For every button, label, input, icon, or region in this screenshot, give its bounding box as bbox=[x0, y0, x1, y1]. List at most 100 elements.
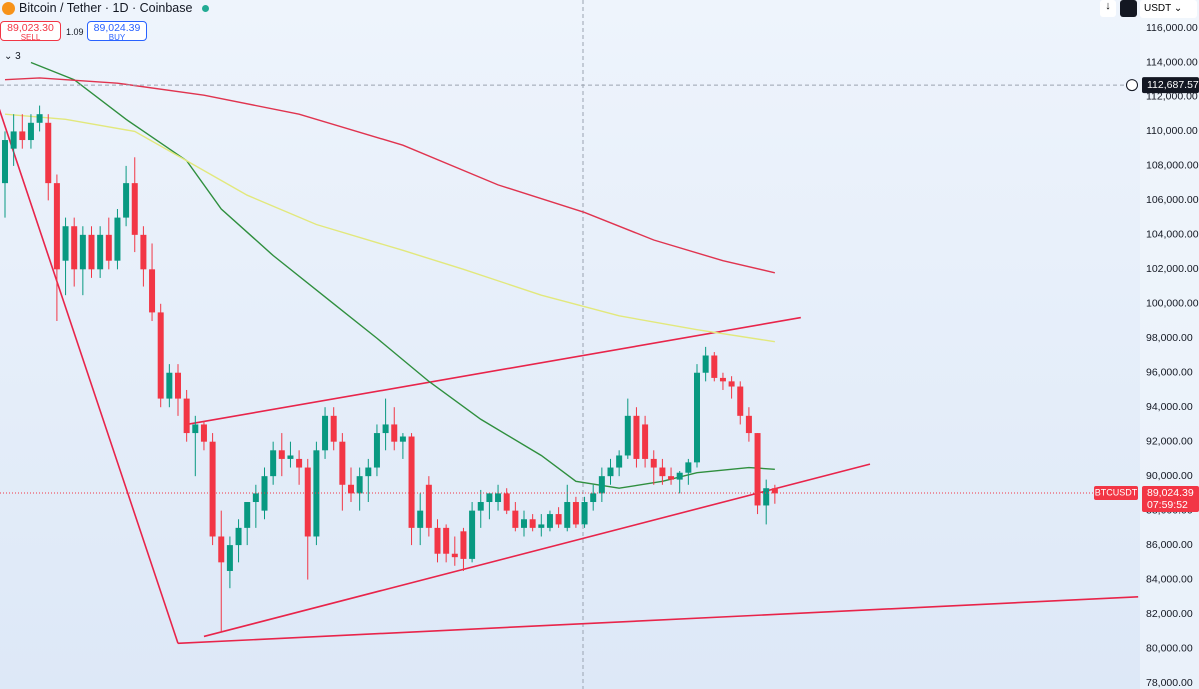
candle-body bbox=[719, 377, 726, 382]
candle-body bbox=[244, 502, 251, 528]
trendline bbox=[203, 463, 871, 638]
candle-body bbox=[175, 372, 181, 399]
candle-body bbox=[88, 234, 95, 270]
candle-body bbox=[443, 527, 450, 554]
crosshair-label-bg bbox=[1142, 77, 1199, 94]
candle-body bbox=[19, 131, 26, 141]
scroll-button[interactable]: ↓ bbox=[1100, 0, 1116, 17]
last-price-bg bbox=[1142, 485, 1199, 512]
y-tick-label: 90,000.00 bbox=[1146, 470, 1193, 482]
y-tick-label: 116,000.00 bbox=[1146, 22, 1198, 34]
y-tick-label: 106,000.00 bbox=[1146, 194, 1199, 206]
buy-label: BUY bbox=[108, 33, 126, 42]
candle-body bbox=[754, 433, 761, 506]
candle-body bbox=[417, 510, 424, 528]
candle-body bbox=[79, 234, 86, 270]
candle-body bbox=[616, 455, 623, 468]
status-dot bbox=[202, 4, 210, 12]
candle-body bbox=[425, 484, 432, 528]
candle-body bbox=[373, 433, 380, 468]
y-tick-label: 80,000.00 bbox=[1146, 642, 1193, 654]
candle-body bbox=[313, 450, 320, 537]
title-bar: Bitcoin / Tether · 1D · Coinbase bbox=[2, 1, 210, 15]
candle-body bbox=[546, 514, 553, 528]
candle-body bbox=[728, 381, 735, 387]
candle-body bbox=[36, 114, 43, 123]
y-tick-label: 104,000.00 bbox=[1146, 229, 1199, 241]
candle-body bbox=[166, 372, 173, 399]
candle-body bbox=[642, 424, 649, 459]
candle-body bbox=[356, 476, 363, 494]
indicators-toggle[interactable]: ⌄ 3 bbox=[4, 51, 21, 62]
candle-body bbox=[45, 122, 52, 184]
compare-button[interactable] bbox=[1120, 0, 1137, 17]
buy-button[interactable]: 89,024.39 BUY bbox=[87, 21, 147, 42]
symbol-label: BTCUSDT bbox=[1095, 487, 1138, 497]
candle-body bbox=[365, 467, 372, 477]
candle-body bbox=[97, 234, 104, 270]
candle-body bbox=[694, 372, 700, 463]
candle-body bbox=[624, 415, 631, 456]
candle-body bbox=[477, 502, 484, 511]
candle-body bbox=[633, 415, 640, 459]
crosshair-label: 112,687.57 bbox=[1147, 79, 1199, 91]
candle-body bbox=[564, 502, 571, 528]
currency-select[interactable]: USDT ⌄ bbox=[1140, 0, 1197, 18]
candle-body bbox=[460, 531, 467, 559]
moving-average bbox=[4, 77, 776, 274]
trendline bbox=[0, 108, 179, 644]
candle-body bbox=[322, 415, 329, 451]
trendline bbox=[177, 596, 1139, 645]
candle-body bbox=[123, 183, 130, 218]
y-tick-label: 92,000.00 bbox=[1146, 435, 1193, 447]
candle-body bbox=[590, 493, 597, 503]
y-tick-label: 114,000.00 bbox=[1146, 56, 1198, 68]
coin-icon bbox=[2, 1, 15, 15]
candle-body bbox=[607, 467, 614, 477]
sell-price: 89,023.30 bbox=[7, 22, 54, 34]
candle-body bbox=[218, 536, 225, 563]
candle-body bbox=[53, 183, 60, 270]
sell-button[interactable]: 89,023.30 SELL bbox=[0, 21, 61, 42]
candle-body bbox=[711, 355, 718, 378]
candle-body bbox=[270, 450, 277, 477]
y-tick-label: 112,000.00 bbox=[1146, 91, 1198, 103]
title: Bitcoin / Tether · 1D · Coinbase bbox=[19, 1, 193, 15]
candle-body bbox=[529, 519, 536, 528]
y-tick-label: 110,000.00 bbox=[1146, 125, 1198, 137]
candle-body bbox=[745, 415, 752, 434]
candle-body bbox=[235, 527, 242, 546]
candle-body bbox=[737, 386, 744, 416]
candle-body bbox=[572, 502, 579, 525]
candle-body bbox=[287, 455, 294, 459]
candle-body bbox=[503, 493, 510, 511]
y-tick-label: 96,000.00 bbox=[1146, 367, 1193, 379]
candle-body bbox=[538, 524, 545, 528]
candle-body bbox=[149, 269, 156, 313]
moving-average bbox=[30, 61, 775, 489]
candle-body bbox=[2, 140, 8, 184]
candle-body bbox=[62, 226, 69, 261]
candle-body bbox=[702, 355, 709, 373]
symbol-label-bg bbox=[1094, 485, 1138, 500]
candle-body bbox=[226, 545, 233, 571]
candle-body bbox=[105, 234, 112, 261]
candle-body bbox=[495, 493, 502, 503]
candle-body bbox=[650, 458, 657, 468]
y-tick-label: 78,000.00 bbox=[1146, 677, 1193, 689]
candle-body bbox=[581, 502, 588, 525]
candle-body bbox=[339, 441, 346, 485]
candle-body bbox=[391, 424, 398, 442]
candle-body bbox=[771, 488, 778, 494]
candle-body bbox=[209, 441, 216, 537]
currency: USDT bbox=[1144, 3, 1172, 14]
y-tick-label: 102,000.00 bbox=[1146, 263, 1199, 275]
candle-body bbox=[598, 476, 605, 494]
candle-body bbox=[27, 122, 34, 141]
candle-body bbox=[408, 436, 415, 528]
y-tick-label: 100,000.00 bbox=[1146, 298, 1199, 310]
candle-body bbox=[71, 226, 78, 270]
candle-body bbox=[434, 527, 441, 554]
y-tick-label: 86,000.00 bbox=[1146, 539, 1193, 551]
